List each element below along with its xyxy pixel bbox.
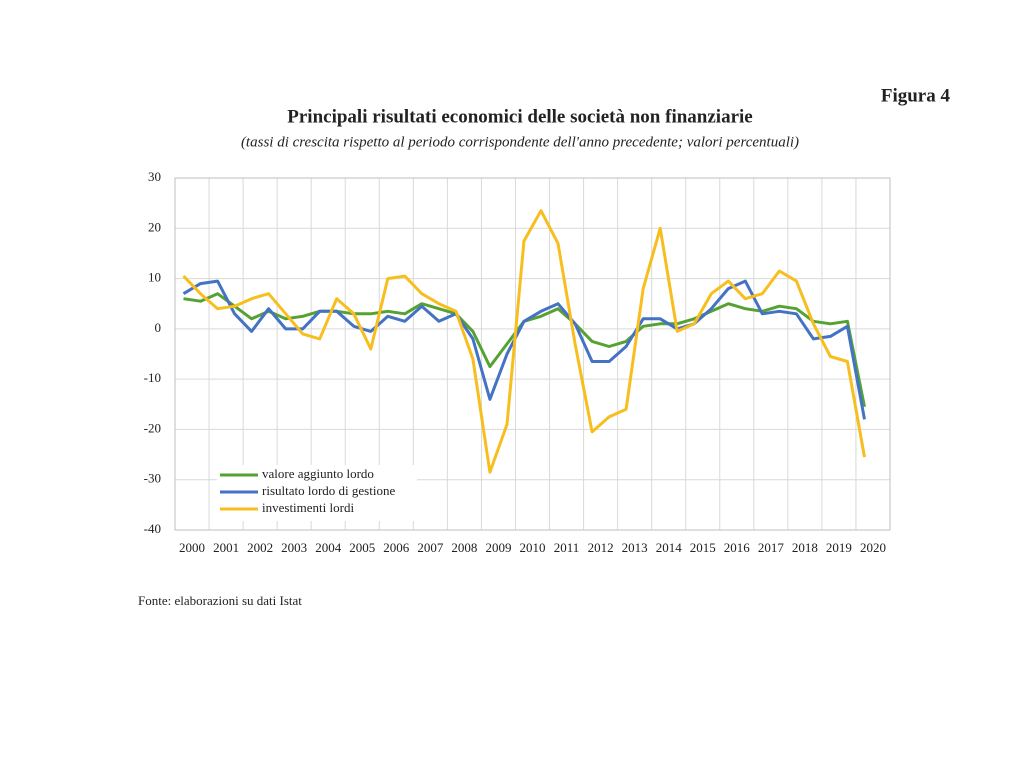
x-tick-label: 2020 <box>860 540 886 555</box>
x-tick-label: 2013 <box>622 540 648 555</box>
legend-label: investimenti lordi <box>262 500 354 515</box>
x-tick-label: 2005 <box>349 540 375 555</box>
y-tick-label: 10 <box>148 270 161 285</box>
y-tick-label: -40 <box>144 521 161 536</box>
y-tick-label: 0 <box>155 320 162 335</box>
y-tick-label: -20 <box>144 420 161 435</box>
y-tick-label: -30 <box>144 471 161 486</box>
legend-label: valore aggiunto lordo <box>262 466 374 481</box>
x-tick-label: 2016 <box>724 540 751 555</box>
source-note: Fonte: elaborazioni su dati Istat <box>138 593 302 608</box>
series-line <box>182 279 866 420</box>
plot-border <box>174 177 891 531</box>
y-tick-label: 30 <box>148 169 161 184</box>
x-tick-label: 2018 <box>792 540 818 555</box>
x-tick-label: 2004 <box>315 540 342 555</box>
x-tick-label: 2001 <box>213 540 239 555</box>
chart-subtitle: (tassi di crescita rispetto al periodo c… <box>241 134 799 150</box>
chart-title: Principali risultati economici delle soc… <box>287 106 752 127</box>
x-tick-label: 2011 <box>554 540 580 555</box>
figure-label: Figura 4 <box>881 85 951 106</box>
x-tick-label: 2000 <box>179 540 205 555</box>
x-tick-label: 2014 <box>656 540 683 555</box>
x-tick-label: 2008 <box>451 540 477 555</box>
x-tick-label: 2015 <box>690 540 716 555</box>
x-tick-label: 2019 <box>826 540 852 555</box>
x-tick-label: 2006 <box>383 540 410 555</box>
x-tick-label: 2012 <box>588 540 614 555</box>
x-tick-label: 2002 <box>247 540 273 555</box>
x-tick-label: 2007 <box>417 540 444 555</box>
legend-label: risultato lordo di gestione <box>262 483 395 498</box>
x-tick-label: 2017 <box>758 540 785 555</box>
x-tick-label: 2009 <box>485 540 511 555</box>
y-tick-label: 20 <box>148 219 161 234</box>
series-line <box>182 209 866 474</box>
x-tick-label: 2010 <box>520 540 546 555</box>
y-tick-label: -10 <box>144 370 161 385</box>
x-tick-label: 2003 <box>281 540 307 555</box>
